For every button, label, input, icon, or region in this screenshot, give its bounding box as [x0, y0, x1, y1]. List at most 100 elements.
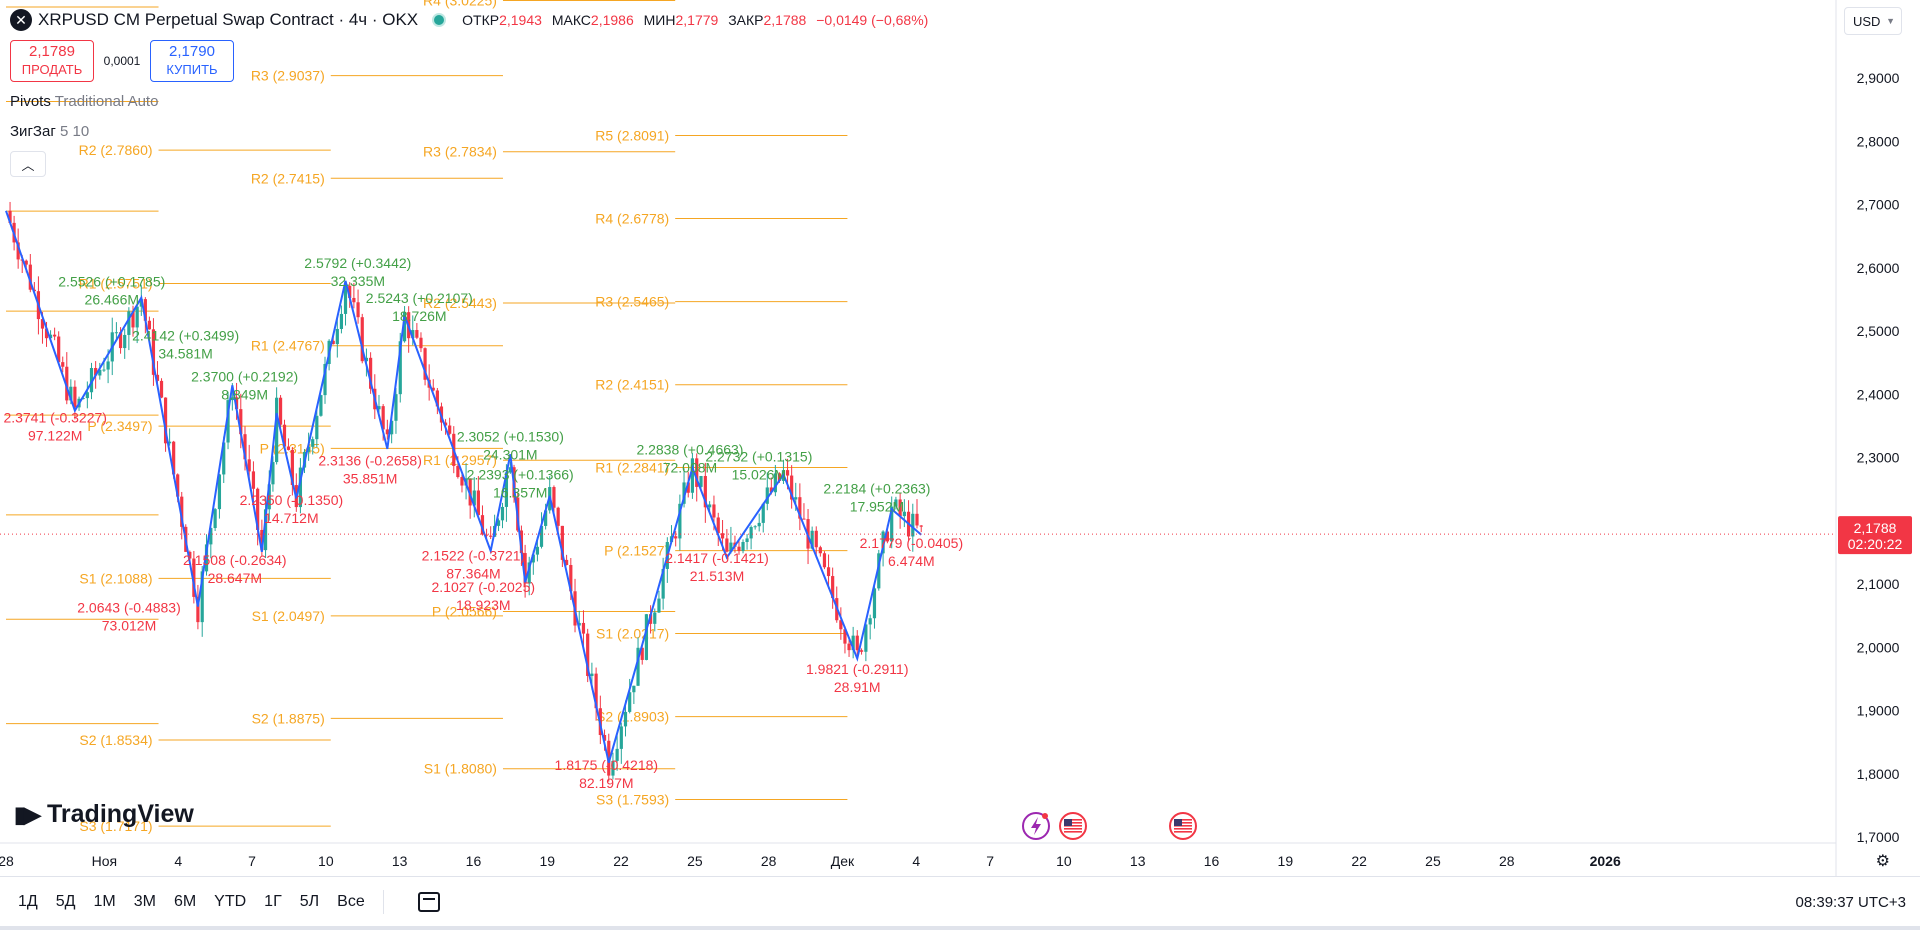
sell-price: 2,1789	[29, 43, 75, 60]
x-tick-label: 7	[986, 853, 994, 869]
us-flag-icon[interactable]	[1169, 812, 1197, 840]
candle-body	[331, 340, 335, 345]
candle-body	[657, 598, 661, 613]
range-6m[interactable]: 6М	[173, 893, 197, 910]
candle-body	[708, 504, 712, 508]
candle-body	[24, 260, 28, 265]
buy-button[interactable]: 2,1790 КУПИТЬ	[150, 40, 234, 82]
settings-gear-icon[interactable]: ⚙	[1875, 853, 1890, 870]
chevron-up-icon: ︿	[21, 157, 35, 173]
pivot-level-label: R3 (2.7834)	[423, 144, 497, 160]
x-tick-label: 28	[1499, 853, 1515, 869]
zigzag-label-volume: 8.849M	[221, 387, 268, 403]
candle-body	[315, 415, 319, 440]
last-price-countdown: 02:20:22	[1848, 536, 1903, 552]
candle-body	[810, 530, 814, 549]
zigzag-label-volume: 73.012M	[102, 617, 156, 633]
candle-body	[648, 614, 653, 624]
candle-body	[307, 446, 311, 452]
candle-body	[636, 647, 640, 686]
pivot-level-label: S2 (1.8875)	[252, 710, 325, 726]
pivot-level-label: R3 (2.9037)	[251, 68, 325, 84]
zigzag-label-volume: 34.581M	[158, 345, 212, 361]
pivot-level-label: R2 (2.7415)	[251, 170, 325, 186]
candle-body	[777, 473, 782, 481]
flag-stripe	[1064, 828, 1082, 830]
zigzag-label-volume: 17.952M	[850, 499, 904, 515]
candle-body	[496, 520, 501, 526]
candle-body	[504, 472, 509, 507]
range-5d[interactable]: 5Д	[55, 893, 76, 910]
zigzag-label-volume: 32.335M	[331, 273, 385, 289]
zigzag-label-price: 2.2350 (-0.1350)	[240, 492, 344, 508]
symbol-title[interactable]: XRPUSD CM Perpetual Swap Contract · 4ч ·…	[38, 10, 419, 29]
zigzag-label-volume: 18.923M	[456, 597, 510, 613]
change-value: −0,0149 (−0,68%)	[816, 12, 929, 28]
candle-body	[911, 513, 915, 537]
candle-body	[564, 559, 569, 566]
candle-body	[757, 522, 761, 527]
candle-body	[435, 390, 439, 407]
zigzag-label-price: 2.4142 (+0.3499)	[132, 327, 239, 343]
candle-body	[864, 624, 868, 652]
x-tick-label: 28	[761, 853, 777, 869]
candle-body	[377, 406, 381, 410]
y-tick-label: 1,8000	[1857, 766, 1900, 782]
zigzag-label-price: 1.9821 (-0.2911)	[806, 661, 908, 677]
collapse-legend-button[interactable]: ︿	[10, 151, 46, 177]
us-flag-icon[interactable]	[1059, 812, 1087, 840]
candle-body	[275, 397, 279, 463]
candle-body	[282, 424, 287, 447]
flag-canton	[1064, 819, 1072, 826]
candle-body	[143, 299, 147, 321]
candle-body	[653, 612, 657, 624]
candle-body	[560, 525, 564, 560]
lightning-icon	[1031, 817, 1041, 835]
range-1d[interactable]: 1Д	[18, 893, 38, 910]
candle-body	[290, 449, 294, 486]
indicator-pivots[interactable]: Pivots Traditional Auto	[10, 93, 158, 110]
candle-body	[200, 571, 204, 623]
news-lightning-icon[interactable]	[1022, 812, 1050, 840]
flag-stripe	[1174, 822, 1192, 824]
range-5y[interactable]: 5Л	[299, 893, 320, 910]
zigzag-label-volume: 16.357M	[493, 485, 547, 501]
range-1y[interactable]: 1Г	[264, 893, 282, 910]
currency-select[interactable]: USD ▼	[1844, 7, 1902, 35]
candle-body	[127, 311, 131, 335]
zigzag-label-price: 2.5792 (+0.3442)	[304, 255, 411, 271]
candle-body	[168, 441, 172, 444]
logo-text: TradingView	[47, 800, 194, 828]
range-1m[interactable]: 1М	[93, 893, 116, 910]
candle-body	[298, 467, 303, 508]
clock-timezone[interactable]: 08:39:37 UTC+3	[1795, 893, 1907, 911]
zigzag-label-price: 2.5526 (+0.1785)	[58, 274, 165, 290]
toolbar-divider	[382, 890, 384, 914]
candle-body	[53, 334, 57, 337]
candle-body	[81, 398, 85, 400]
high-label: МАКС	[551, 12, 591, 28]
sell-button[interactable]: 2,1789 ПРОДАТЬ	[10, 40, 94, 82]
candle-body	[456, 465, 460, 478]
zigzag-label-price: 2.3741 (-0.3227)	[3, 410, 107, 426]
candle-body	[500, 506, 505, 521]
candle-body	[699, 475, 703, 487]
y-tick-label: 1,7000	[1857, 829, 1900, 845]
candle-body	[151, 329, 156, 375]
tradingview-logo[interactable]: ▮▶ TradingView	[14, 800, 194, 829]
candle-body	[114, 332, 119, 334]
range-3m[interactable]: 3М	[133, 893, 156, 910]
tradingview-mark-icon: ▮▶	[14, 801, 41, 827]
indicator-zigzag[interactable]: ЗигЗаг 5 10	[10, 123, 89, 140]
candle-body	[480, 515, 485, 535]
range-all[interactable]: Все	[337, 893, 365, 910]
xrp-icon[interactable]: ✕	[10, 9, 32, 31]
calendar-icon[interactable]	[417, 892, 440, 912]
chart-header: ✕ XRPUSD CM Perpetual Swap Contract · 4ч…	[0, 0, 928, 40]
x-tick-label: 19	[539, 853, 555, 869]
candle-body	[226, 400, 230, 443]
candle-body	[394, 394, 398, 421]
candle-body	[877, 553, 881, 589]
range-ytd[interactable]: YTD	[214, 893, 247, 910]
